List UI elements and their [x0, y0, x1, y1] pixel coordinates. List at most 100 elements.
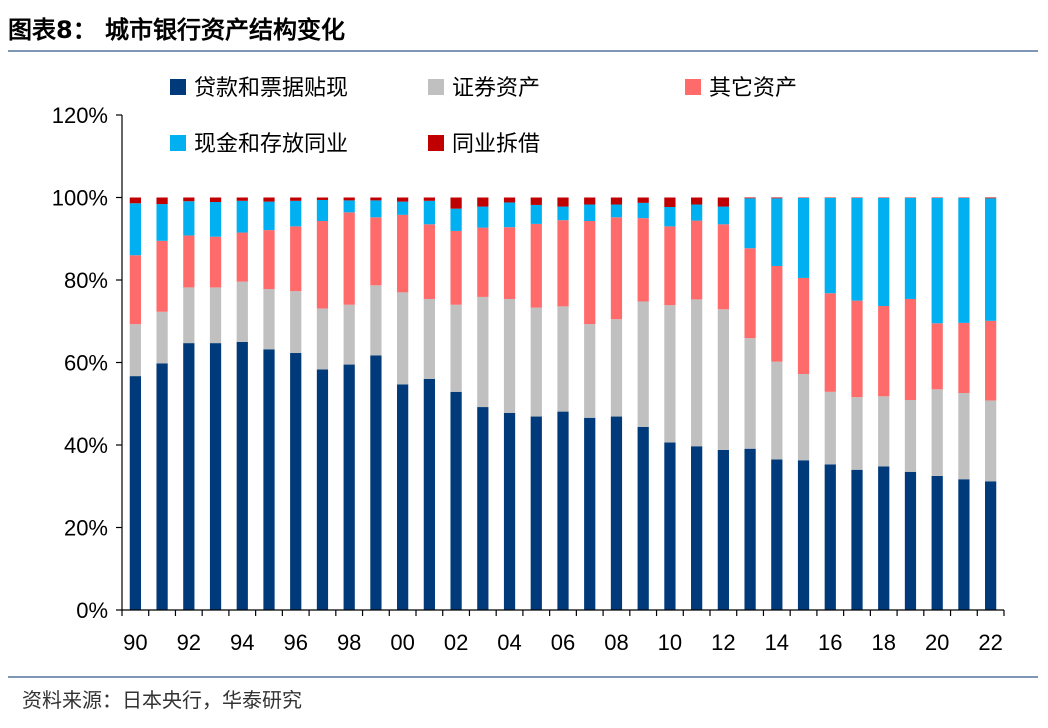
bar-segment-1997-s0	[316, 369, 329, 610]
bar-segment-2005-s2	[530, 223, 542, 308]
bar-segment-2000-s3	[397, 201, 409, 215]
bar-segment-1999-s0	[370, 355, 382, 610]
x-tick-label: 96	[283, 630, 307, 655]
bar-segment-2010-s3	[664, 206, 676, 227]
bar-segment-2007-s0	[584, 417, 596, 610]
bar-segment-2012-s1	[717, 309, 729, 450]
bar-segment-2002-s2	[450, 230, 462, 305]
bar-segment-1996-s0	[290, 353, 302, 610]
bar-segment-1998-s2	[343, 212, 355, 305]
bar-segment-2009-s4	[637, 197, 649, 203]
bar-segment-2006-s2	[557, 220, 569, 307]
bar-segment-1996-s2	[290, 226, 302, 292]
y-tick-label: 80%	[64, 268, 108, 293]
bar-segment-1993-s3	[209, 202, 222, 237]
bar-segment-1995-s1	[263, 289, 275, 350]
bar-segment-2002-s3	[450, 208, 462, 231]
x-tick-label: 16	[818, 630, 842, 655]
y-tick-label: 40%	[64, 433, 108, 458]
bar-segment-2012-s2	[717, 224, 729, 310]
bar-segment-2009-s0	[637, 426, 649, 610]
x-tick-label: 00	[390, 630, 414, 655]
bar-segment-2009-s2	[637, 218, 649, 302]
bar-segment-1999-s2	[370, 217, 382, 286]
bar-segment-1998-s0	[343, 364, 355, 610]
bar-segment-1997-s1	[316, 308, 329, 370]
title-divider	[8, 50, 1038, 52]
bar-segment-2006-s4	[557, 197, 569, 207]
bar-segment-2016-s3	[824, 197, 836, 294]
bar-segment-2011-s0	[691, 446, 703, 610]
legend-label: 现金和存放同业	[194, 132, 348, 157]
bar-segment-2015-s0	[797, 460, 810, 610]
legend-swatch	[170, 135, 186, 151]
bar-segment-2016-s0	[824, 464, 836, 610]
bar-segment-2011-s1	[691, 299, 703, 447]
bar-segment-2001-s3	[423, 200, 435, 225]
bar-segment-2001-s2	[423, 224, 435, 299]
legend-label: 同业拆借	[452, 132, 540, 157]
bar-segment-2022-s4	[985, 197, 997, 199]
bar-segment-2012-s0	[717, 449, 729, 610]
bar-segment-1996-s3	[290, 200, 302, 227]
bar-segment-2013-s0	[744, 448, 756, 610]
bar-segment-1991-s2	[156, 240, 168, 312]
x-tick-label: 14	[765, 630, 789, 655]
bar-segment-2013-s3	[744, 198, 756, 249]
bar-segment-1991-s4	[156, 197, 168, 205]
bar-group	[129, 197, 997, 611]
bar-segment-1999-s3	[370, 200, 382, 218]
bar-segment-2002-s4	[450, 197, 462, 209]
bar-segment-1993-s2	[209, 236, 222, 288]
bar-segment-2022-s3	[985, 198, 997, 321]
bar-segment-2005-s1	[530, 307, 542, 417]
legend-swatch	[428, 135, 444, 151]
bar-segment-1999-s1	[370, 285, 382, 356]
bar-segment-2020-s1	[931, 389, 943, 476]
bar-segment-2018-s0	[878, 466, 890, 610]
bar-segment-1993-s4	[209, 197, 222, 203]
bar-segment-2007-s1	[584, 324, 596, 418]
bar-segment-1997-s2	[316, 221, 329, 309]
bar-segment-1994-s1	[236, 281, 248, 342]
bar-segment-1992-s3	[183, 201, 195, 236]
bar-segment-2005-s4	[530, 197, 542, 205]
legend-swatch	[428, 79, 444, 95]
bar-segment-1994-s2	[236, 232, 248, 282]
axes: 0% 20% 40% 60% 80% 100% 120% 90 92 94 96 98 00 02 04 06…	[52, 103, 1005, 655]
bar-segment-2005-s3	[530, 204, 542, 224]
bar-segment-2022-s0	[985, 481, 997, 610]
legend-swatch	[170, 79, 186, 95]
bar-segment-2014-s0	[771, 459, 783, 610]
bar-segment-2014-s2	[771, 265, 783, 362]
bar-segment-2000-s0	[397, 384, 409, 610]
legend-swatch	[685, 79, 701, 95]
bar-segment-2021-s2	[958, 322, 970, 394]
bar-segment-1998-s1	[343, 304, 355, 365]
bar-segment-1993-s0	[209, 343, 222, 610]
bar-segment-2022-s2	[985, 320, 997, 401]
bar-segment-2014-s1	[771, 361, 783, 460]
bar-segment-2003-s0	[477, 407, 489, 610]
bar-segment-2008-s1	[610, 319, 623, 417]
bar-segment-2018-s2	[878, 305, 890, 397]
bar-segment-1995-s0	[263, 349, 275, 610]
bar-segment-2006-s1	[557, 306, 569, 412]
bar-segment-2007-s3	[584, 204, 596, 222]
bar-segment-2002-s1	[450, 304, 462, 392]
x-tick-label: 94	[230, 630, 254, 655]
legend-label: 贷款和票据贴现	[194, 76, 348, 101]
y-tick-label: 120%	[52, 103, 108, 128]
bar-segment-1993-s1	[209, 287, 222, 344]
bar-segment-2004-s2	[503, 227, 516, 299]
bar-segment-1990-s1	[129, 324, 141, 377]
x-tick-label: 22	[978, 630, 1002, 655]
bar-segment-2014-s4	[771, 197, 783, 199]
bar-segment-2004-s3	[503, 202, 516, 228]
bar-segment-1990-s0	[129, 376, 141, 610]
bar-segment-2022-s1	[985, 400, 997, 482]
footer-divider	[8, 676, 1038, 678]
bar-segment-2021-s1	[958, 393, 970, 480]
